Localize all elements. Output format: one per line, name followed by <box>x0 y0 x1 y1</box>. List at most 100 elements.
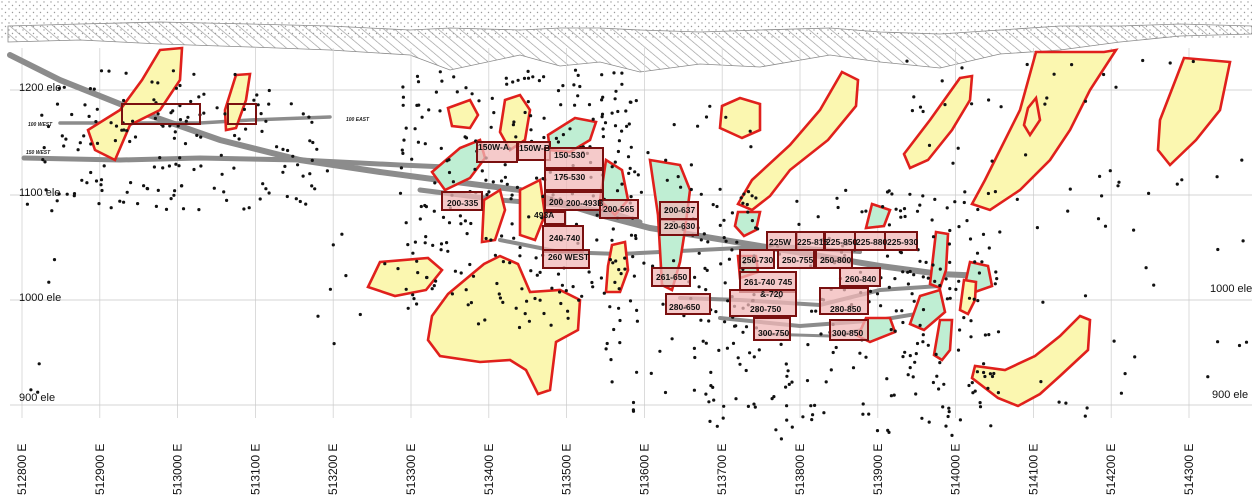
drill-pierce-point <box>529 128 533 132</box>
drill-pierce-point <box>699 318 703 322</box>
drill-pierce-point <box>868 289 873 293</box>
drill-pierce-point <box>447 221 452 225</box>
stope-label: 220-630 <box>664 221 695 231</box>
drill-pierce-point <box>283 164 287 168</box>
drill-pierce-point <box>526 69 530 73</box>
easting-label: 512800 E <box>15 444 29 495</box>
drill-pierce-point <box>611 261 615 265</box>
drill-pierce-point <box>701 339 705 343</box>
drill-pierce-point <box>601 95 605 99</box>
drill-pierce-point <box>711 203 715 207</box>
drift-150-west <box>21 155 473 171</box>
drill-pierce-point <box>508 261 512 265</box>
drill-pierce-point <box>635 308 639 312</box>
drill-pierce-point <box>1175 182 1179 186</box>
elevation-label-900-right: 900 ele <box>1212 389 1248 401</box>
drill-pierce-point <box>810 309 814 313</box>
drill-pierce-point <box>440 79 444 83</box>
elevation-label-1000-right: 1000 ele <box>1210 283 1252 295</box>
drill-pierce-point <box>82 134 86 138</box>
drill-pierce-point <box>724 239 728 243</box>
drill-pierce-point <box>62 144 66 148</box>
drill-pierce-point <box>797 222 801 226</box>
drill-pierce-point <box>531 75 535 79</box>
drill-pierce-point <box>901 320 905 325</box>
drill-pierce-point <box>525 299 529 303</box>
zone-green <box>932 318 954 362</box>
drill-pierce-point <box>439 248 443 252</box>
easting-label: 514100 E <box>1026 444 1040 495</box>
drill-pierce-point <box>893 329 897 333</box>
drill-pierce-point <box>705 268 709 272</box>
drill-pierce-point <box>958 418 963 422</box>
drill-pierce-point <box>477 99 481 103</box>
drill-pierce-point <box>663 390 668 395</box>
drill-pierce-point <box>1168 61 1172 65</box>
drill-pierce-point <box>962 200 966 205</box>
drill-pierce-point <box>639 190 644 194</box>
drift-level-1000 <box>678 284 942 308</box>
drill-pierce-point <box>36 390 40 394</box>
drift-label-100-east: 100 EAST <box>346 117 370 123</box>
drill-pierce-point <box>423 203 427 208</box>
drill-pierce-point <box>401 85 405 89</box>
drill-pierce-point <box>492 111 496 115</box>
drill-pierce-point <box>615 189 620 193</box>
drill-pierce-point <box>918 323 922 327</box>
drill-pierce-point <box>921 340 925 344</box>
drill-pierce-point <box>514 135 518 139</box>
drill-pierce-point <box>730 248 734 252</box>
stope-label: 300-850 <box>832 328 863 338</box>
drill-pierce-point <box>383 262 387 266</box>
drill-pierce-point <box>628 166 632 170</box>
drill-pierce-point <box>114 124 119 128</box>
drill-pierce-point <box>931 235 936 239</box>
drill-pierce-point <box>587 103 592 107</box>
drill-pierce-point <box>401 103 405 107</box>
drill-pierce-point <box>65 192 69 196</box>
drill-pierce-point <box>577 298 581 302</box>
drill-pierce-point <box>987 246 991 250</box>
drill-pierce-point <box>942 382 946 386</box>
drill-pierce-point <box>977 271 982 275</box>
drill-pierce-point <box>590 280 594 285</box>
drill-pierce-point <box>725 346 730 350</box>
drill-pierce-point <box>976 207 980 212</box>
drill-pierce-point <box>315 147 319 151</box>
drill-pierce-point <box>561 84 565 88</box>
drill-pierce-point <box>975 251 980 255</box>
drill-pierce-point <box>578 84 582 89</box>
drill-pierce-point <box>714 310 718 314</box>
zone-yellow <box>518 178 547 242</box>
drill-pierce-point <box>99 178 104 182</box>
drill-pierce-point <box>921 275 925 279</box>
drill-pierce-point <box>411 293 415 297</box>
drill-pierce-point <box>78 141 82 145</box>
drill-pierce-point <box>885 254 890 258</box>
drill-pierce-point <box>992 371 996 376</box>
drill-pierce-point <box>57 192 61 196</box>
stope-box <box>819 287 869 315</box>
drill-pierce-point <box>980 260 984 264</box>
drill-pierce-point <box>954 287 958 291</box>
drill-pierce-point <box>619 272 623 276</box>
stope-label: 225-880 <box>856 237 887 247</box>
drill-pierce-point <box>885 377 889 381</box>
drill-pierce-point <box>969 335 973 339</box>
drill-pierce-point <box>717 348 721 352</box>
drill-pierce-point <box>1025 62 1029 67</box>
drill-pierce-point <box>627 122 631 126</box>
stope-label: 260 WEST <box>548 252 590 262</box>
drill-pierce-point <box>124 71 128 75</box>
drill-pierce-point <box>120 128 124 132</box>
drill-pierce-point <box>215 106 219 110</box>
drill-pierce-point <box>602 291 606 295</box>
drill-pierce-point <box>618 318 622 323</box>
drill-pierce-point <box>899 251 904 255</box>
drill-pierce-point <box>1052 72 1056 76</box>
drill-pierce-point <box>757 348 761 352</box>
drill-pierce-point <box>613 124 618 128</box>
drill-pierce-point <box>879 304 883 308</box>
drill-pierce-point <box>746 190 751 194</box>
zone-yellow <box>1022 94 1042 138</box>
